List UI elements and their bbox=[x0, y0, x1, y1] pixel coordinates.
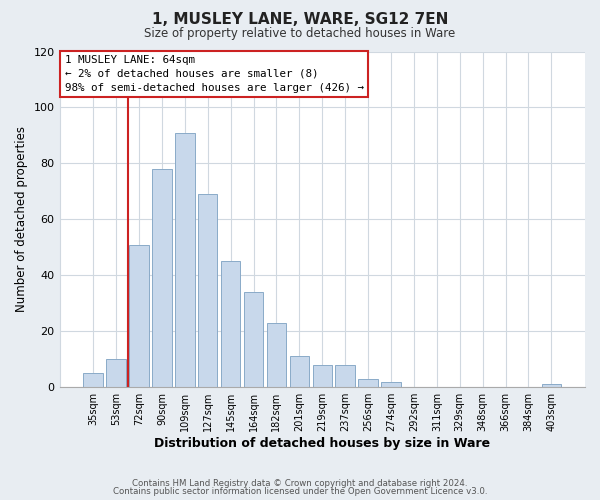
Bar bbox=[335, 365, 355, 387]
Y-axis label: Number of detached properties: Number of detached properties bbox=[15, 126, 28, 312]
Bar bbox=[83, 373, 103, 387]
Text: Contains HM Land Registry data © Crown copyright and database right 2024.: Contains HM Land Registry data © Crown c… bbox=[132, 478, 468, 488]
Text: 1, MUSLEY LANE, WARE, SG12 7EN: 1, MUSLEY LANE, WARE, SG12 7EN bbox=[152, 12, 448, 28]
Text: Size of property relative to detached houses in Ware: Size of property relative to detached ho… bbox=[145, 28, 455, 40]
Bar bbox=[106, 359, 126, 387]
Bar bbox=[198, 194, 217, 387]
Bar bbox=[290, 356, 309, 387]
Bar bbox=[129, 244, 149, 387]
Bar bbox=[221, 262, 241, 387]
X-axis label: Distribution of detached houses by size in Ware: Distribution of detached houses by size … bbox=[154, 437, 490, 450]
Bar bbox=[267, 323, 286, 387]
Bar bbox=[244, 292, 263, 387]
Bar bbox=[358, 379, 378, 387]
Bar bbox=[542, 384, 561, 387]
Text: Contains public sector information licensed under the Open Government Licence v3: Contains public sector information licen… bbox=[113, 487, 487, 496]
Text: 1 MUSLEY LANE: 64sqm
← 2% of detached houses are smaller (8)
98% of semi-detache: 1 MUSLEY LANE: 64sqm ← 2% of detached ho… bbox=[65, 55, 364, 93]
Bar bbox=[152, 169, 172, 387]
Bar bbox=[381, 382, 401, 387]
Bar bbox=[175, 132, 194, 387]
Bar bbox=[313, 365, 332, 387]
